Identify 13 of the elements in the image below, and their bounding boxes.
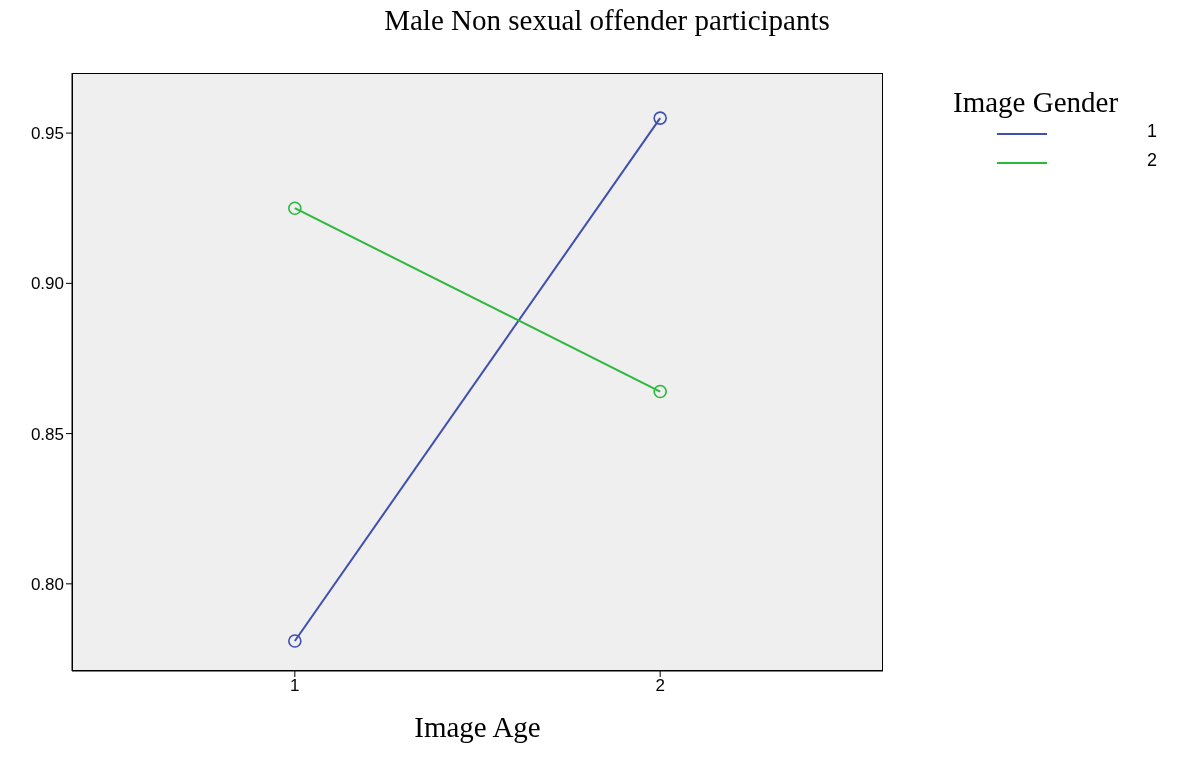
point <box>653 111 667 125</box>
y-tick-label: 0.90 <box>30 274 64 294</box>
point <box>288 634 302 648</box>
legend-title: Image Gender <box>953 86 1120 119</box>
point <box>288 201 302 216</box>
y-tick-label: 0.95 <box>30 124 64 144</box>
point <box>653 384 667 399</box>
x-axis-title: Image Age <box>413 711 542 744</box>
text: 1 <box>1147 121 1158 142</box>
y-tick-label: 0.80 <box>30 574 64 594</box>
y-tick-label: 0.85 <box>30 424 64 444</box>
chart-title: Male Non sexual offender participants <box>384 4 830 36</box>
text: 2 <box>1147 150 1158 171</box>
